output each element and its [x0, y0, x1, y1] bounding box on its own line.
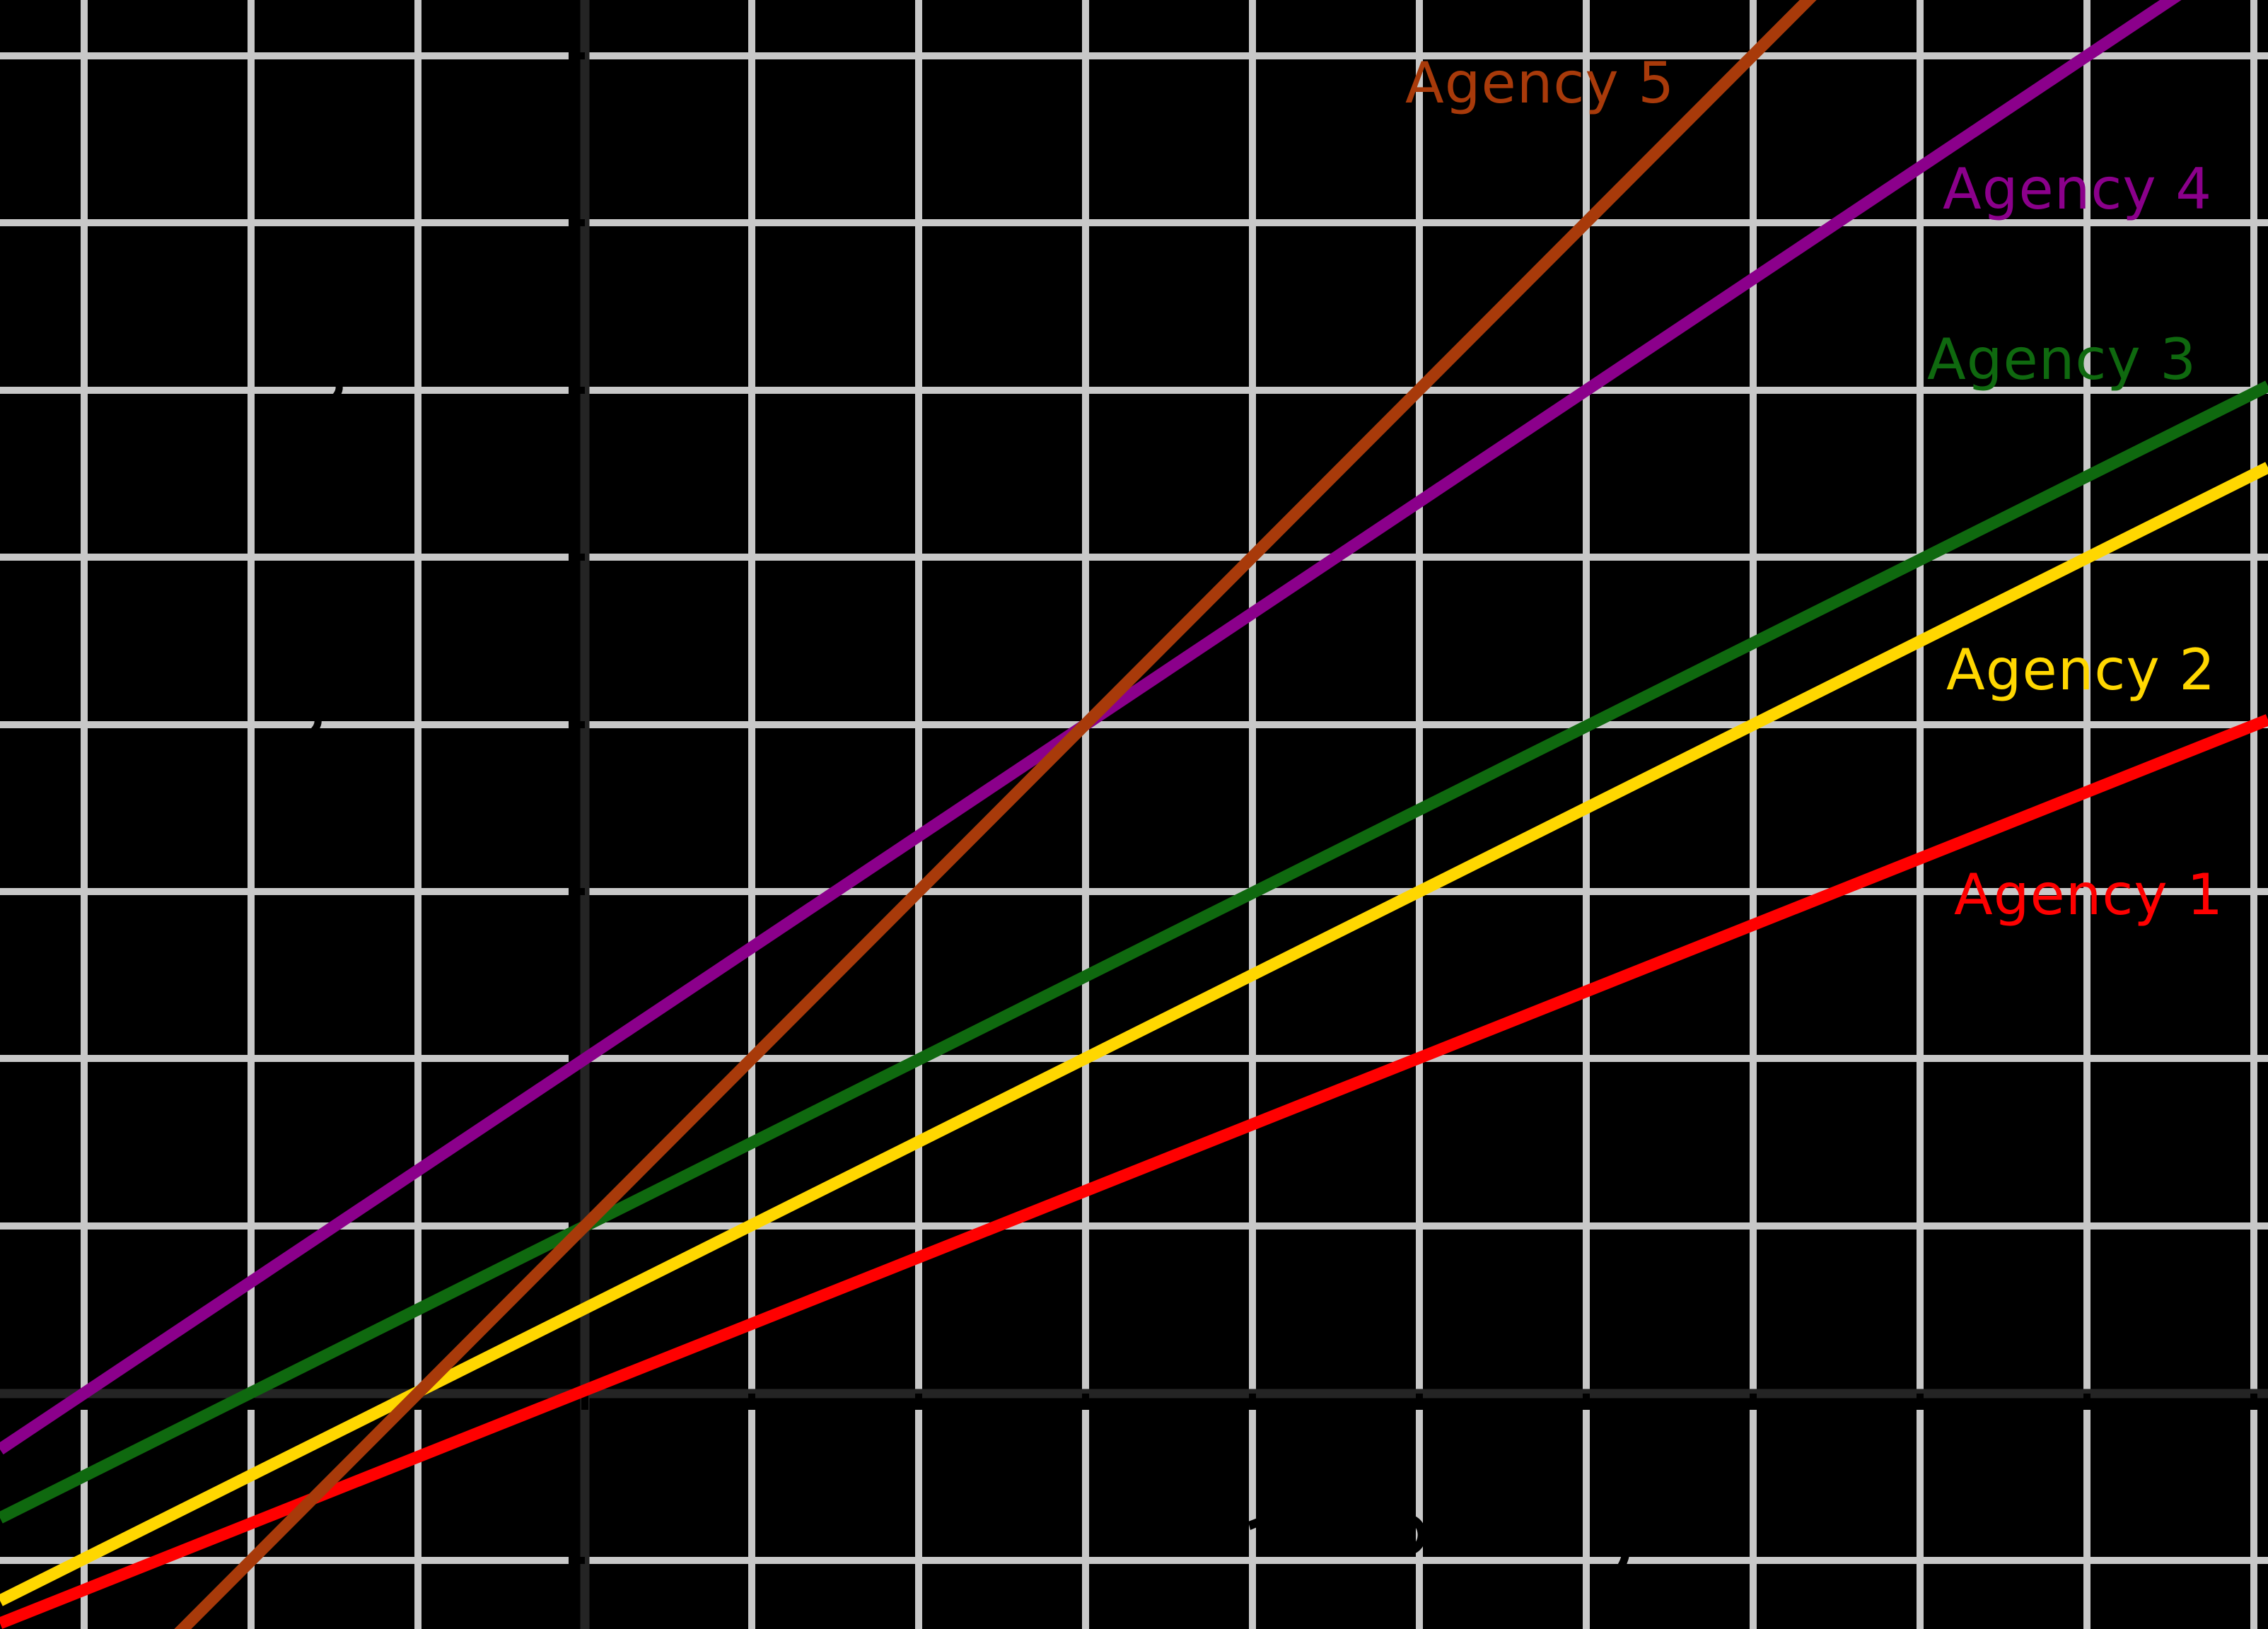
- y-axis-tick: [569, 219, 585, 226]
- x-axis-tick: [581, 1394, 588, 1410]
- axis-ticks-layer: [81, 52, 2257, 1564]
- series-label-agency-4: Agency 4: [1943, 156, 2213, 222]
- x-axis-tick: [1416, 1394, 1423, 1410]
- text-fragment-comma: [1614, 1541, 1630, 1575]
- x-axis-tick: [1583, 1394, 1590, 1410]
- data-line-agency-3: [0, 380, 2268, 1524]
- data-line-agency-1: [0, 714, 2268, 1629]
- data-line-agency-4: [0, 0, 2182, 1455]
- x-axis-tick: [915, 1394, 922, 1410]
- illegible-text-fragments: [308, 378, 1630, 1575]
- y-axis-tick: [569, 721, 585, 728]
- text-fragment-arc: [1408, 1515, 1426, 1554]
- data-line-agency-2: [0, 462, 2268, 1606]
- series-label-agency-2: Agency 2: [1946, 637, 2216, 703]
- x-axis-tick: [1917, 1394, 1924, 1410]
- series-label-agency-5: Agency 5: [1405, 50, 1675, 116]
- x-axis-tick: [81, 1394, 88, 1410]
- x-axis-tick: [1249, 1394, 1256, 1410]
- y-axis-tick: [569, 1557, 585, 1564]
- y-axis-tick: [569, 554, 585, 561]
- text-fragment-comma: [308, 712, 322, 736]
- y-axis-tick: [569, 888, 585, 895]
- text-fragment-comma: [330, 378, 343, 402]
- y-axis-tick: [569, 387, 585, 394]
- text-fragment-wedge: [1248, 1518, 1259, 1530]
- x-axis-tick: [748, 1394, 755, 1410]
- x-axis-tick: [2083, 1394, 2090, 1410]
- series-label-agency-1: Agency 1: [1954, 862, 2224, 928]
- x-axis-tick: [248, 1394, 255, 1410]
- x-axis-tick: [2250, 1394, 2257, 1410]
- x-axis-tick: [1082, 1394, 1089, 1410]
- x-axis-tick: [1750, 1394, 1757, 1410]
- series-label-agency-3: Agency 3: [1927, 327, 2197, 392]
- y-axis-tick: [569, 52, 585, 59]
